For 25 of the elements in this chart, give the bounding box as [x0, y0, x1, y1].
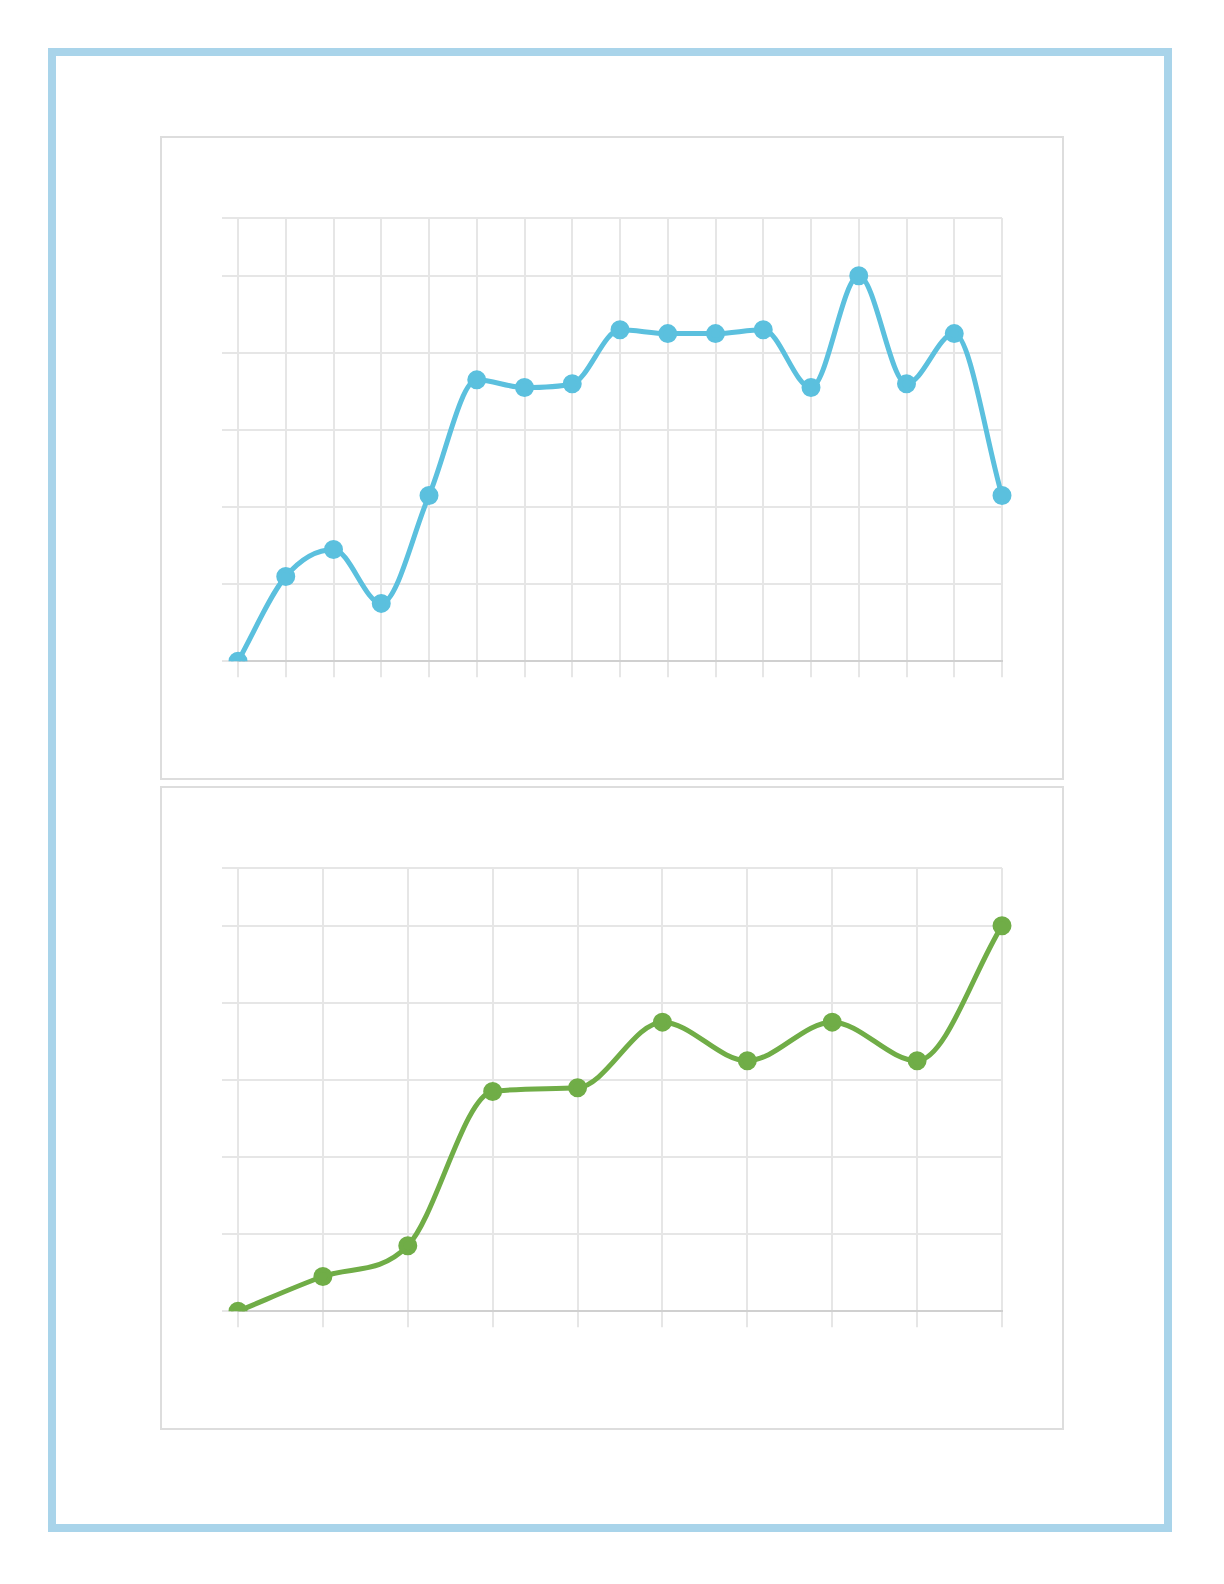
point [483, 1082, 503, 1102]
point [467, 370, 487, 390]
point [753, 320, 773, 340]
point [568, 1078, 588, 1098]
point [801, 378, 821, 398]
point [658, 324, 678, 344]
point [849, 266, 869, 286]
point [652, 1012, 672, 1032]
point [992, 916, 1012, 936]
point [737, 1051, 757, 1071]
point [562, 374, 582, 394]
point [822, 1012, 842, 1032]
point [398, 1236, 418, 1256]
point [897, 374, 916, 394]
point [992, 485, 1012, 505]
point [313, 1267, 333, 1287]
point [276, 566, 296, 586]
point [907, 1051, 927, 1071]
point [419, 485, 439, 505]
point [371, 593, 391, 613]
point [515, 378, 534, 398]
point [610, 320, 630, 340]
point [324, 539, 343, 559]
point [706, 324, 725, 344]
point [944, 324, 964, 344]
